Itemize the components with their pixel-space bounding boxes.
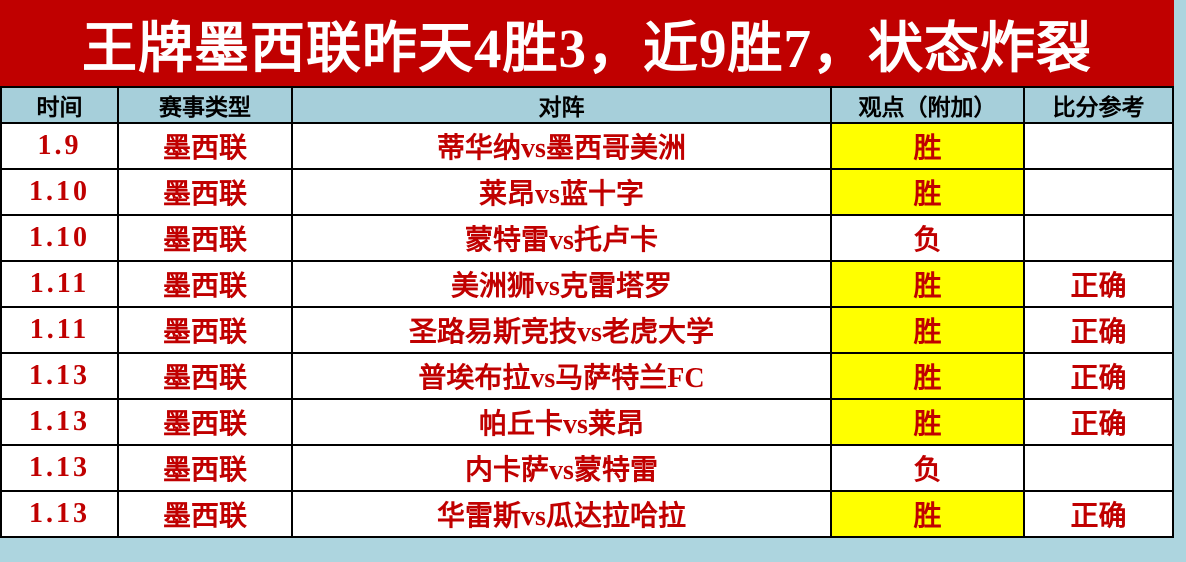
column-header-result: 比分参考 — [1023, 86, 1174, 124]
cell-result — [1023, 168, 1174, 216]
table-row: 1.13 墨西联 普埃布拉vs马萨特兰FC 胜 正确 — [0, 352, 1174, 400]
cell-pick: 负 — [830, 214, 1025, 262]
cell-date: 1.11 — [0, 306, 119, 354]
cell-date: 1.9 — [0, 122, 119, 170]
cell-pick: 胜 — [830, 398, 1025, 446]
cell-league: 墨西联 — [117, 398, 293, 446]
cell-date: 1.13 — [0, 398, 119, 446]
cell-date: 1.13 — [0, 352, 119, 400]
cell-date: 1.10 — [0, 214, 119, 262]
cell-date: 1.11 — [0, 260, 119, 308]
cell-pick: 胜 — [830, 490, 1025, 538]
cell-pick: 胜 — [830, 352, 1025, 400]
cell-match: 莱昂vs蓝十字 — [291, 168, 832, 216]
spreadsheet-area: 王牌墨西联昨天4胜3，近9胜7，状态炸裂 时间 赛事类型 对阵 观点（附加） 比… — [0, 0, 1174, 538]
cell-result — [1023, 444, 1174, 492]
cell-result: 正确 — [1023, 352, 1174, 400]
cell-result — [1023, 122, 1174, 170]
cell-date: 1.13 — [0, 490, 119, 538]
page-title: 王牌墨西联昨天4胜3，近9胜7，状态炸裂 — [81, 18, 1092, 79]
cell-result: 正确 — [1023, 306, 1174, 354]
title-banner: 王牌墨西联昨天4胜3，近9胜7，状态炸裂 — [0, 0, 1174, 86]
cell-date: 1.13 — [0, 444, 119, 492]
cell-match: 普埃布拉vs马萨特兰FC — [291, 352, 832, 400]
table-row: 1.13 墨西联 内卡萨vs蒙特雷 负 — [0, 444, 1174, 492]
column-header-time: 时间 — [0, 86, 119, 124]
cell-league: 墨西联 — [117, 260, 293, 308]
table-row: 1.11 墨西联 圣路易斯竞技vs老虎大学 胜 正确 — [0, 306, 1174, 354]
cell-pick: 胜 — [830, 168, 1025, 216]
cell-match: 美洲狮vs克雷塔罗 — [291, 260, 832, 308]
cell-league: 墨西联 — [117, 214, 293, 262]
cell-match: 圣路易斯竞技vs老虎大学 — [291, 306, 832, 354]
cell-league: 墨西联 — [117, 168, 293, 216]
cell-match: 蒂华纳vs墨西哥美洲 — [291, 122, 832, 170]
predictions-table: 时间 赛事类型 对阵 观点（附加） 比分参考 1.9 墨西联 蒂华纳vs墨西哥美… — [0, 86, 1174, 538]
cell-pick: 胜 — [830, 122, 1025, 170]
column-header-match: 对阵 — [291, 86, 832, 124]
cell-pick: 负 — [830, 444, 1025, 492]
cell-match: 蒙特雷vs托卢卡 — [291, 214, 832, 262]
cell-date: 1.10 — [0, 168, 119, 216]
cell-league: 墨西联 — [117, 444, 293, 492]
table-row: 1.10 墨西联 蒙特雷vs托卢卡 负 — [0, 214, 1174, 262]
cell-league: 墨西联 — [117, 352, 293, 400]
table-row: 1.13 墨西联 帕丘卡vs莱昂 胜 正确 — [0, 398, 1174, 446]
header-row: 时间 赛事类型 对阵 观点（附加） 比分参考 — [0, 86, 1174, 124]
cell-pick: 胜 — [830, 260, 1025, 308]
cell-match: 帕丘卡vs莱昂 — [291, 398, 832, 446]
column-header-pick: 观点（附加） — [830, 86, 1025, 124]
cell-pick: 胜 — [830, 306, 1025, 354]
column-header-league: 赛事类型 — [117, 86, 293, 124]
table-row: 1.11 墨西联 美洲狮vs克雷塔罗 胜 正确 — [0, 260, 1174, 308]
table-row: 1.13 墨西联 华雷斯vs瓜达拉哈拉 胜 正确 — [0, 490, 1174, 538]
cell-result: 正确 — [1023, 260, 1174, 308]
table-row: 1.10 墨西联 莱昂vs蓝十字 胜 — [0, 168, 1174, 216]
cell-result: 正确 — [1023, 490, 1174, 538]
cell-league: 墨西联 — [117, 122, 293, 170]
cell-league: 墨西联 — [117, 306, 293, 354]
table-row: 1.9 墨西联 蒂华纳vs墨西哥美洲 胜 — [0, 122, 1174, 170]
cell-match: 内卡萨vs蒙特雷 — [291, 444, 832, 492]
cell-match: 华雷斯vs瓜达拉哈拉 — [291, 490, 832, 538]
cell-result: 正确 — [1023, 398, 1174, 446]
cell-league: 墨西联 — [117, 490, 293, 538]
cell-result — [1023, 214, 1174, 262]
